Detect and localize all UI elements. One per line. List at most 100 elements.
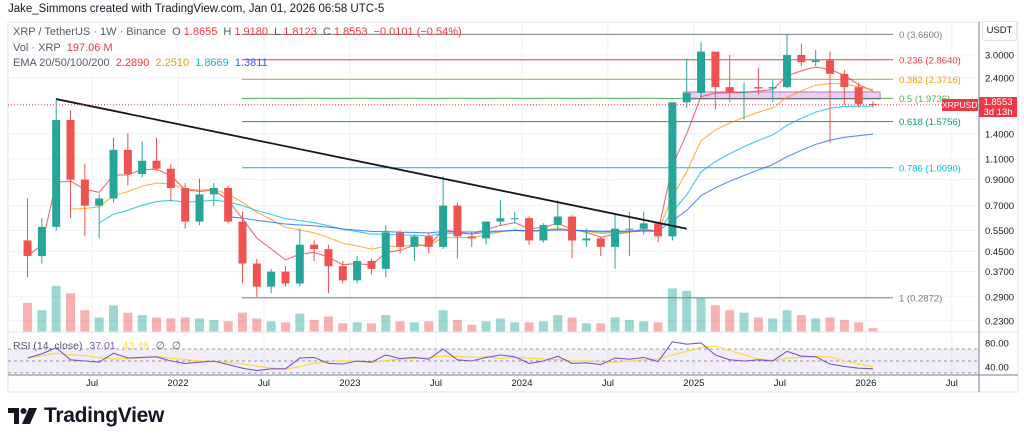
candle-body xyxy=(697,51,706,93)
candle-body xyxy=(682,92,691,103)
y-tick-label: 0.5500 xyxy=(985,226,1014,237)
volume-bar xyxy=(639,321,649,332)
ema-label[interactable]: EMA 20/50/100/200 xyxy=(13,57,110,69)
fib-level-label: 1 (0.2872) xyxy=(899,293,942,304)
candle-body xyxy=(568,216,577,241)
volume-value: 197.06 M xyxy=(66,42,113,54)
rsi-label[interactable]: RSI (14, close) xyxy=(13,340,83,352)
volume-bar xyxy=(266,321,276,332)
ema-50-line xyxy=(70,82,874,250)
candle-body xyxy=(639,223,648,229)
candle-body xyxy=(725,87,734,92)
candle-body xyxy=(109,149,118,199)
volume-bar xyxy=(409,322,419,332)
ema100-value: 1.8669 xyxy=(195,57,229,69)
candle-body xyxy=(783,55,792,88)
candle-body xyxy=(252,263,261,287)
rsi-ma-value: 43.46 xyxy=(122,340,149,352)
candle-body xyxy=(52,120,61,227)
x-tick-label: 2025 xyxy=(683,378,704,389)
volume-bar xyxy=(667,288,677,332)
volume-bar xyxy=(524,322,534,332)
y-tick-label: 0.9000 xyxy=(985,175,1014,186)
ema-legend: EMA 20/50/100/200 2.2890 2.2510 1.8669 1… xyxy=(13,57,271,69)
main-pane xyxy=(23,33,893,332)
volume-bar xyxy=(581,323,591,332)
volume-bar xyxy=(653,322,663,332)
volume-bar xyxy=(66,293,76,332)
x-tick-label: Jul xyxy=(774,378,786,389)
candle-body xyxy=(281,271,290,284)
candle-body xyxy=(482,221,491,239)
volume-bar xyxy=(323,316,333,332)
volume-bar xyxy=(696,298,706,332)
close-value: 1.8553 xyxy=(333,26,368,38)
volume-bar xyxy=(237,312,247,332)
volume-bar xyxy=(438,310,448,332)
volume-bar xyxy=(338,323,348,332)
volume-bar xyxy=(51,286,61,332)
volume-bar xyxy=(782,310,792,332)
candle-body xyxy=(338,266,347,281)
volume-bar xyxy=(223,321,233,332)
volume-bar xyxy=(180,317,190,332)
volume-bar xyxy=(725,310,735,332)
candle-body xyxy=(367,260,376,269)
x-tick-label: Jul xyxy=(946,378,958,389)
volume-bar xyxy=(610,317,620,332)
candle-body xyxy=(582,238,591,241)
rsi-line xyxy=(27,341,874,372)
last-price-label: 1.8553 3d 13h xyxy=(979,97,1017,117)
y-tick-label: 1.1000 xyxy=(985,154,1014,165)
hidden-icon: ∅ xyxy=(155,340,165,352)
rsi-tick-label: 40.00 xyxy=(985,363,1009,374)
bar-countdown: 3d 13h xyxy=(983,106,1013,118)
candle-body xyxy=(453,205,462,237)
open-label: O xyxy=(172,26,181,38)
low-value: 1.8123 xyxy=(283,26,317,38)
volume-bar xyxy=(137,315,147,332)
rsi-tick-label: 80.00 xyxy=(985,339,1009,350)
volume-bar xyxy=(366,323,376,332)
x-tick-label: Jul xyxy=(430,378,442,389)
volume-bar xyxy=(109,305,119,332)
candle-body xyxy=(826,60,835,74)
candle-body xyxy=(238,221,247,264)
candle-body xyxy=(310,244,319,250)
candle-body xyxy=(711,51,720,88)
x-tick-label: 2026 xyxy=(855,378,876,389)
fib-level-label: 0.5 (1.9736) xyxy=(899,94,950,105)
chart-frame xyxy=(7,21,1019,393)
volume-bar xyxy=(467,324,477,332)
symbol-name[interactable]: XRP / TetherUS · 1W · Binance xyxy=(13,26,167,38)
rsi-value: 37.01 xyxy=(89,340,116,352)
volume-bar xyxy=(868,328,878,332)
tradingview-logo-text: TradingView xyxy=(44,404,165,427)
volume-bar xyxy=(753,317,763,332)
tradingview-logo[interactable]: TradingView xyxy=(8,404,164,428)
candle-body xyxy=(396,232,405,247)
open-value: 1.8655 xyxy=(183,26,218,38)
ema-100-line xyxy=(98,105,874,237)
volume-bar xyxy=(352,322,362,332)
candle-body xyxy=(123,149,132,175)
volume-bar xyxy=(538,321,548,332)
x-tick-label: 2024 xyxy=(511,378,532,389)
candle-body xyxy=(740,91,749,93)
volume-label[interactable]: Vol · XRP xyxy=(13,42,61,54)
volume-bar xyxy=(152,317,162,332)
close-label: C xyxy=(322,26,331,38)
y-tick-label: 3.0000 xyxy=(985,51,1014,62)
candle-body xyxy=(467,236,476,239)
candle-body xyxy=(510,218,519,220)
volume-bar xyxy=(424,321,434,332)
volume-bar xyxy=(252,318,262,332)
ema50-value: 2.2510 xyxy=(155,57,190,69)
candle-body xyxy=(611,228,620,247)
chart-credit: Jake_Simmons created with TradingView.co… xyxy=(8,3,385,15)
candle-body xyxy=(854,87,863,104)
currency-button[interactable]: USDT xyxy=(982,21,1017,41)
candle-body xyxy=(596,238,605,247)
